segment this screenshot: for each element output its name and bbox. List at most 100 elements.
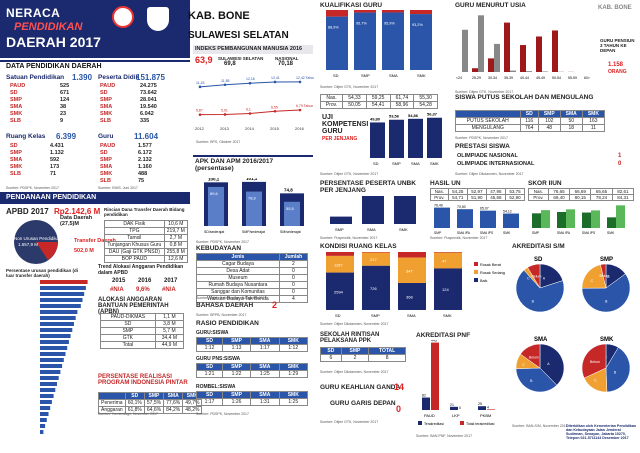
kualifikasi-x-tick: SMK (417, 73, 426, 78)
ukg-per-jenjang: PER JENJANG (322, 136, 358, 142)
akreditasi-slice-label: C (522, 363, 525, 367)
usia-nonpns-bar (542, 71, 548, 72)
table-cell: Penerima (98, 399, 126, 407)
ipm-point (298, 108, 302, 112)
table-row: BOP PAUD 12,6 M (104, 255, 189, 263)
usia-x-tick: 50-54 (552, 76, 561, 80)
persentase-bar (40, 418, 47, 422)
table-cell: Cagar Budaya (196, 260, 280, 268)
akreditasi-slice (600, 263, 607, 289)
dana-daerah-value: (27,5)M (60, 221, 79, 227)
apk-label: 74,8 (284, 187, 293, 192)
guru-row-value: 1.577 (138, 143, 152, 149)
akreditasi-slice-label: C (591, 279, 594, 283)
table-row: SD SMP TOTAL (320, 347, 406, 355)
hasil-un-label: 70,50 (457, 205, 466, 209)
akreditasi-slice-label: B (614, 370, 617, 374)
pnf-label: 0 (459, 406, 461, 410)
ipm-point (273, 109, 277, 113)
table-cell: SD (195, 391, 224, 399)
source-note: Sumber: Puspendik, November 2017 (320, 236, 378, 240)
apk-header: APK DAN APM 2016/2017 (persentase) (193, 155, 313, 173)
table-cell: 54,33 (342, 94, 367, 102)
source-note: Sumber: PDSPK, November 2017 (6, 186, 59, 190)
satuan-row-value: 9 (60, 118, 64, 124)
guru-usia-title: GURU MENURUT USIA (455, 2, 526, 9)
title-neraca: NERACA (6, 6, 61, 20)
table-row: Sanggar dan Komunitas 0 (196, 288, 309, 296)
kualifikasi-x-tick: SMP (361, 73, 370, 78)
iiun-title: SKOR IIUN (528, 180, 562, 187)
guru-row-label: SMP (100, 157, 112, 163)
ruang-label: Ruang Kelas (6, 133, 46, 140)
transfer-slice (36, 242, 58, 260)
table-row: Cagar Budaya 2 (196, 260, 309, 268)
ukg-label: 53,56 (389, 114, 400, 119)
table-cell: SMK (278, 337, 308, 345)
ukg-title: UJI KOMPETENSI GURU (322, 114, 369, 135)
table-cell: SMA (250, 391, 280, 399)
table-cell: SMP (340, 347, 370, 355)
source-note: Sumber: Ditjen GTK, November 2017 (320, 420, 379, 424)
ipm-data-label: 6,55 (271, 105, 278, 109)
kualifikasi-bar-chart: 88,9% SD 95,7% SMP 95,9% SMA 93,2% SMK (326, 10, 432, 78)
ruang-row-value: 4.431 (50, 143, 64, 149)
table-cell: 5,7 M (154, 327, 185, 335)
persentase-bar (40, 424, 46, 428)
table-cell: 1:31 (250, 398, 280, 406)
kebudayaan-table: Jenis Jumlah Cagar Budaya 2 Desa Adat 0 Museum… (196, 253, 309, 303)
usia-x-tick: 35-39 (504, 76, 513, 80)
table-cell: 1:17 (195, 398, 224, 406)
kondisi-segment (326, 252, 354, 256)
kualifikasi-low-bar (410, 10, 432, 15)
rintisan-title: SEKOLAH RINTISAN PELAKSANA PPK (320, 332, 380, 344)
pnf-label: 25 (478, 402, 482, 406)
kualifikasi-label: 95,9% (384, 21, 395, 25)
ipm-data-label: 12,41 (271, 76, 280, 80)
table-cell: 116 (519, 117, 539, 125)
kondisi-legend-label: Rusak Berat (480, 263, 502, 267)
table-cell: Prov. (528, 194, 549, 201)
prestasi-title: PRESTASI SISWA (455, 143, 510, 150)
kondisi-legend-swatch (474, 278, 478, 282)
apm-label: 89,6 (210, 191, 219, 196)
table-row: Warisan Budaya Tak Benda 4 (196, 295, 309, 303)
apm-bar (246, 191, 262, 226)
persentase-bar (40, 346, 68, 350)
ipm-line-chart: 11,43 11,85 12,16 12,41 12,42 Tahun 5,87 5,91 6… (195, 76, 314, 131)
persentase-bar (40, 412, 49, 416)
akreditasi-slice (581, 273, 631, 313)
pendanaan-title: PENDANAAN PENDIDIKAN (6, 194, 97, 201)
apk-label: 101,1 (246, 178, 258, 181)
table-cell: 1:17 (250, 344, 280, 352)
persentase-bar (40, 316, 76, 320)
usia-pns-bar (536, 36, 542, 72)
table-row: 1:21 1:22 1:25 1:29 (195, 370, 308, 378)
table-cell: SMK (278, 363, 308, 371)
akreditasi-slice (539, 343, 565, 386)
kondisi-bar-chart: 1157 2594 SD 217 726 SMP 347 368 SMA 47 124 SMK Rusa… (326, 252, 505, 318)
table-cell: SMP (222, 391, 252, 399)
table-cell: SMA (163, 392, 184, 400)
bahasa-value: 2 (272, 300, 278, 310)
akreditasi-slice-label: C (527, 276, 530, 280)
pnf-x-tick: PAUD (424, 413, 435, 418)
ukg-label: 56,37 (427, 112, 438, 117)
peserta-row-value: 24.275 (140, 83, 157, 89)
apm-label: 78,9 (248, 196, 257, 201)
title-daerah: DAERAH 2017 (6, 34, 101, 50)
table-cell: 0 (278, 281, 309, 289)
table-row: MENGULANG 764 48 18 11 (455, 124, 606, 132)
peserta-label: Peserta Didik (98, 74, 140, 81)
akreditasi-slice (605, 347, 631, 393)
apbd-pie-chart: Non Urusan Pendidikan 1.657,9 M (14, 220, 62, 264)
ruang-row-label: SMK (10, 164, 23, 170)
iiun-bar-chart: SMP SMA IPA SMA IPS SMK (532, 205, 625, 235)
table-cell: 52,90 (504, 194, 526, 201)
apk-x-tick: SMP/sederajat (242, 230, 265, 234)
kondisi-x-tick: SMP (371, 313, 380, 318)
table-cell: Tamsil (104, 234, 165, 242)
source-note: Sumber: BAN-S/M, November 2017 (512, 424, 568, 428)
akreditasi-slice-label: B (532, 300, 535, 304)
